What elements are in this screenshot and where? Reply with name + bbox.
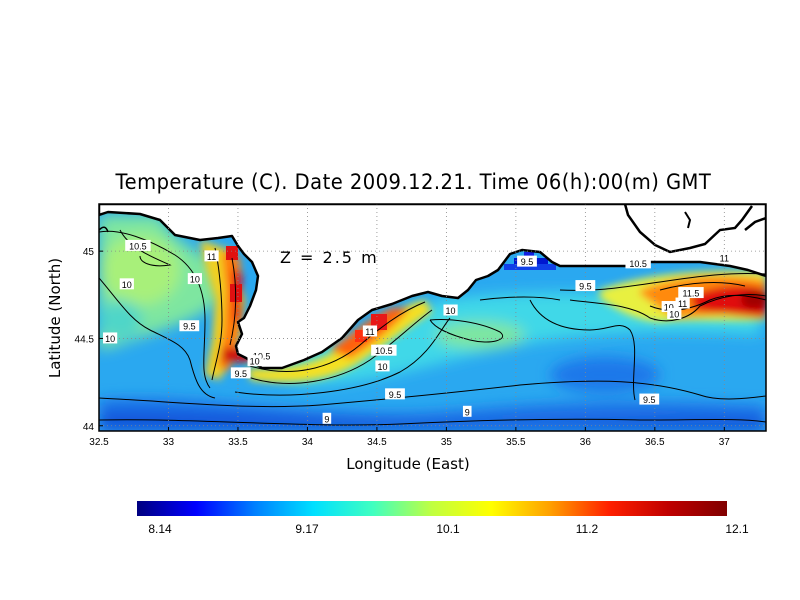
contour-label-bg (103, 332, 118, 344)
contour-label-bg (119, 278, 134, 290)
x-tick-label: 32.5 (89, 437, 109, 448)
contour-label: 11 (365, 327, 374, 337)
contour-label-bg (204, 250, 219, 262)
contour-label-bg (717, 252, 732, 264)
contour-label-bg (517, 255, 537, 267)
contour-label: 10 (190, 275, 200, 285)
colorbar-tick-label: 12.1 (725, 522, 749, 536)
y-axis-label: Latitude (North) (46, 258, 64, 378)
x-tick-label: 36 (580, 437, 592, 448)
contour-label: 9 (465, 407, 470, 417)
depth-label: Z = 2.5 m (280, 248, 379, 267)
contour-label: 9.5 (234, 369, 247, 379)
x-tick-label: 37 (719, 437, 731, 448)
contour-label-bg (575, 280, 596, 292)
colorbar (137, 501, 727, 516)
contour-label: 9.5 (643, 395, 656, 405)
contour-label: 9 (324, 414, 329, 424)
contour-label: 9.5 (579, 282, 592, 292)
contour-label-bg (639, 393, 660, 405)
contour-label-bg (667, 308, 682, 320)
contour-label: 10 (664, 303, 674, 313)
contour-label: 10 (669, 310, 679, 320)
contour-label-bg (675, 297, 690, 309)
contour-label-bg (462, 405, 472, 417)
colorbar-ticks: 8.14 9.17 10.1 11.2 12.1 (148, 522, 749, 536)
contour-label-bg (230, 367, 251, 379)
contour-label-bg (322, 412, 332, 424)
x-tick-label: 33.5 (228, 437, 248, 448)
contour-label: 9.5 (521, 257, 534, 267)
x-tick-label: 36.5 (645, 437, 665, 448)
contour-label-bg (661, 301, 676, 313)
contour-label: 10 (446, 306, 456, 316)
y-tick-label: 44 (83, 422, 95, 433)
x-tick-label: 33 (163, 437, 175, 448)
contour-label: 11.5 (683, 289, 700, 299)
contour-label-bg (187, 273, 202, 285)
chart-title: Temperature (C). Date 2009.12.21. Time 0… (115, 170, 712, 194)
y-axis-ticks: 44 44.5 45 (75, 247, 103, 433)
contour-label-bg (362, 325, 378, 337)
contour-label: 11 (678, 299, 687, 309)
colorbar-tick-label: 10.1 (436, 522, 460, 536)
contour-label-bg (125, 239, 151, 251)
y-tick-label: 45 (83, 247, 95, 258)
crimea-land (99, 204, 766, 370)
x-tick-label: 35.5 (506, 437, 526, 448)
plot-frame (98, 203, 767, 432)
x-tick-label: 35 (441, 437, 453, 448)
contour-label: 10.5 (129, 241, 147, 251)
colorbar-tick-label: 8.14 (148, 522, 172, 536)
y-tick-label: 44.5 (75, 334, 95, 345)
contour-label: 9.5 (389, 390, 402, 400)
x-tick-label: 34.5 (367, 437, 387, 448)
contour-label: 10.5 (629, 259, 647, 269)
contour-labels: 10.51110109.51010.5109.51110.510109.5999… (103, 239, 732, 424)
contour-label: 11 (207, 252, 216, 262)
contour-label-bg (678, 287, 704, 299)
contour-label-bg (375, 360, 390, 372)
contour-label: 10.5 (375, 346, 393, 356)
contour-label: 9.5 (183, 322, 196, 332)
contour-label-bg (371, 344, 397, 356)
contour-label: 11 (720, 254, 729, 264)
contour-label: 10 (105, 334, 115, 344)
x-tick-label: 34 (302, 437, 314, 448)
x-axis-ticks: 32.5 33 33.5 34 34.5 35 35.5 36 36.5 37 (89, 427, 730, 448)
contour-label-bg (625, 257, 651, 269)
contour-label-bg (179, 320, 200, 332)
land (99, 204, 766, 370)
x-axis-label: Longitude (East) (346, 455, 469, 473)
colorbar-tick-label: 9.17 (295, 522, 319, 536)
contour-label-bg (385, 388, 405, 400)
contour-label-bg (443, 304, 458, 316)
contour-label: 10 (250, 357, 260, 367)
colorbar-tick-label: 11.2 (576, 522, 599, 536)
contour-label: 10 (122, 280, 132, 290)
contour-label: 10 (377, 362, 387, 372)
contour-label-bg (247, 355, 262, 367)
